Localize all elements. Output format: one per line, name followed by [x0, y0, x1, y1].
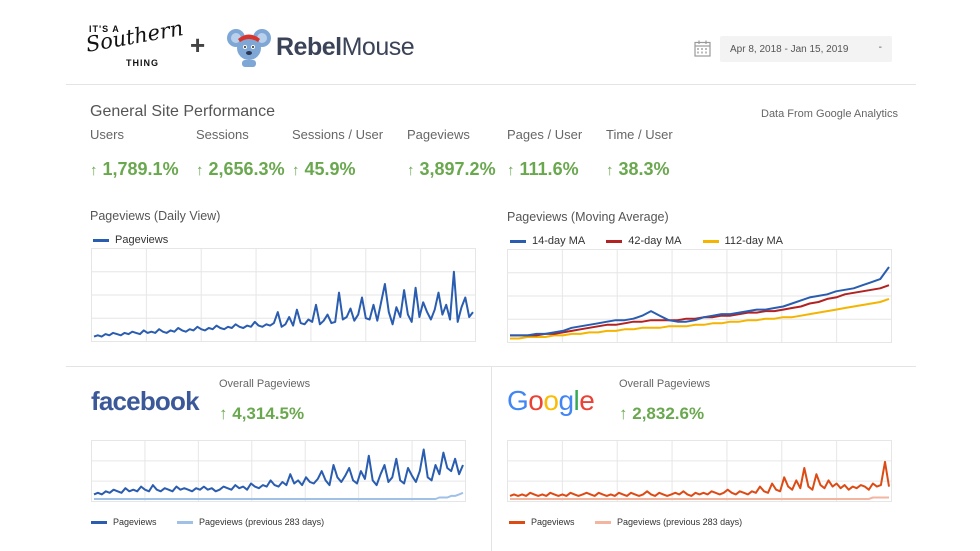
date-range-selector[interactable]: Apr 8, 2018 - Jan 15, 2019 - [720, 36, 892, 62]
metric-value-text: 1,789.1% [102, 159, 179, 179]
legend-swatch [177, 521, 194, 525]
facebook-logo: facebook [91, 386, 200, 416]
legend-item: Pageviews (previous 283 days) [177, 517, 324, 527]
legend-label: Pageviews [115, 234, 169, 246]
legend-item: 112-day MA [702, 235, 784, 247]
up-arrow-icon: ↑ [219, 404, 228, 423]
daily-pageviews-chart [91, 248, 476, 342]
metric-label: Time / User [606, 127, 673, 142]
legend-swatch [509, 521, 525, 525]
logo-line3: THING [126, 58, 159, 68]
legend-item: 14-day MA [510, 235, 585, 247]
series-line-pageviews [93, 270, 474, 338]
rebelmouse-bold: Rebel [276, 33, 342, 61]
legend-swatch [595, 521, 612, 525]
legend-swatch [510, 239, 526, 243]
legend-label: 14-day MA [532, 235, 586, 247]
metric-label: Sessions [196, 127, 249, 142]
google-letter: e [579, 385, 595, 416]
google-overall-label: Overall Pageviews [619, 378, 711, 390]
up-arrow-icon: ↑ [507, 162, 515, 179]
rebelmouse-mouse-icon [227, 29, 271, 67]
google-logo: Google [507, 385, 595, 417]
plus-sign: + [190, 30, 206, 60]
daily-legend: Pageviews [93, 234, 186, 246]
rebelmouse-regular: Mouse [341, 33, 415, 61]
google-letter: o [543, 385, 559, 416]
legend-label: Pageviews [531, 517, 575, 527]
legend-swatch [93, 238, 109, 242]
metric-value: ↑ 1,789.1% [90, 159, 179, 180]
metric-value: ↑ 45.9% [292, 159, 356, 180]
calendar-icon[interactable] [694, 40, 711, 57]
metric-label: Pages / User [507, 127, 583, 142]
logo-line1: IT'S A [89, 24, 120, 34]
legend-label: 42-day MA [628, 235, 682, 247]
metric-value-text: 111.6% [519, 159, 579, 179]
metric-value-text: 45.9% [304, 159, 356, 179]
google-value-text: 2,832.6% [632, 404, 705, 423]
up-arrow-icon: ↑ [619, 404, 628, 423]
up-arrow-icon: ↑ [292, 162, 300, 179]
legend-swatch [91, 521, 107, 525]
legend-label: 112-day MA [724, 235, 784, 247]
moving-average-chart [507, 249, 892, 343]
legend-item: Pageviews [91, 517, 157, 527]
google-pageviews-chart [507, 440, 892, 502]
facebook-pageviews-chart [91, 440, 466, 502]
google-overall-value: ↑ 2,832.6% [619, 404, 704, 424]
rebelmouse-wordmark: RebelMouse [276, 33, 415, 62]
section-title: General Site Performance [90, 103, 275, 120]
southern-thing-logo: IT'S A Southern THING [84, 16, 185, 72]
legend-item: 42-day MA [606, 235, 681, 247]
up-arrow-icon: ↑ [196, 162, 204, 179]
legend-label: Pageviews [113, 517, 157, 527]
metric-value: ↑ 2,656.3% [196, 159, 285, 180]
legend-item: Pageviews [509, 517, 575, 527]
dropdown-caret-icon: - [878, 42, 882, 53]
google-letter: G [507, 385, 529, 416]
moving-legend: 14-day MA 42-day MA 112-day MA [510, 235, 801, 247]
series-line-pageviews [509, 460, 890, 497]
facebook-value-text: 4,314.5% [232, 404, 305, 423]
facebook-legend: Pageviews Pageviews (previous 283 days) [91, 517, 342, 527]
metric-value-text: 3,897.2% [419, 159, 496, 179]
metric-label: Users [90, 127, 124, 142]
daily-chart-title: Pageviews (Daily View) [90, 209, 221, 223]
metric-value-text: 2,656.3% [208, 159, 285, 179]
google-letter: l [573, 385, 580, 416]
metric-value: ↑ 111.6% [507, 159, 579, 180]
column-divider [491, 366, 492, 551]
facebook-overall-label: Overall Pageviews [219, 378, 311, 390]
series-line-pageviews-previous-283-days- [510, 496, 889, 500]
series-line-pageviews [93, 448, 464, 496]
series-line-112-day-ma [510, 297, 890, 340]
metric-label: Sessions / User [292, 127, 384, 142]
legend-label: Pageviews (previous 283 days) [199, 517, 325, 527]
metric-value: ↑ 3,897.2% [407, 159, 496, 180]
metric-value-text: 38.3% [618, 159, 670, 179]
up-arrow-icon: ↑ [407, 162, 415, 179]
up-arrow-icon: ↑ [90, 162, 98, 179]
legend-item: Pageviews (previous 283 days) [595, 517, 742, 527]
legend-item: Pageviews [93, 234, 168, 246]
legend-swatch [702, 239, 719, 243]
series-line-14-day-ma [510, 266, 890, 337]
data-source: Data From Google Analytics [761, 108, 898, 120]
metric-label: Pageviews [407, 127, 470, 142]
legend-label: Pageviews (previous 283 days) [617, 517, 743, 527]
google-letter: o [528, 385, 544, 416]
legend-swatch [606, 239, 623, 243]
date-range-text: Apr 8, 2018 - Jan 15, 2019 [730, 44, 849, 55]
header-divider [66, 84, 916, 85]
metric-value: ↑ 38.3% [606, 159, 670, 180]
logo-line2: Southern [83, 16, 186, 57]
google-legend: Pageviews Pageviews (previous 283 days) [509, 517, 760, 527]
series-line-pageviews-previous-283-days- [94, 491, 464, 500]
google-letter: g [558, 385, 574, 416]
moving-chart-title: Pageviews (Moving Average) [507, 210, 669, 224]
up-arrow-icon: ↑ [606, 162, 614, 179]
facebook-overall-value: ↑ 4,314.5% [219, 404, 304, 424]
